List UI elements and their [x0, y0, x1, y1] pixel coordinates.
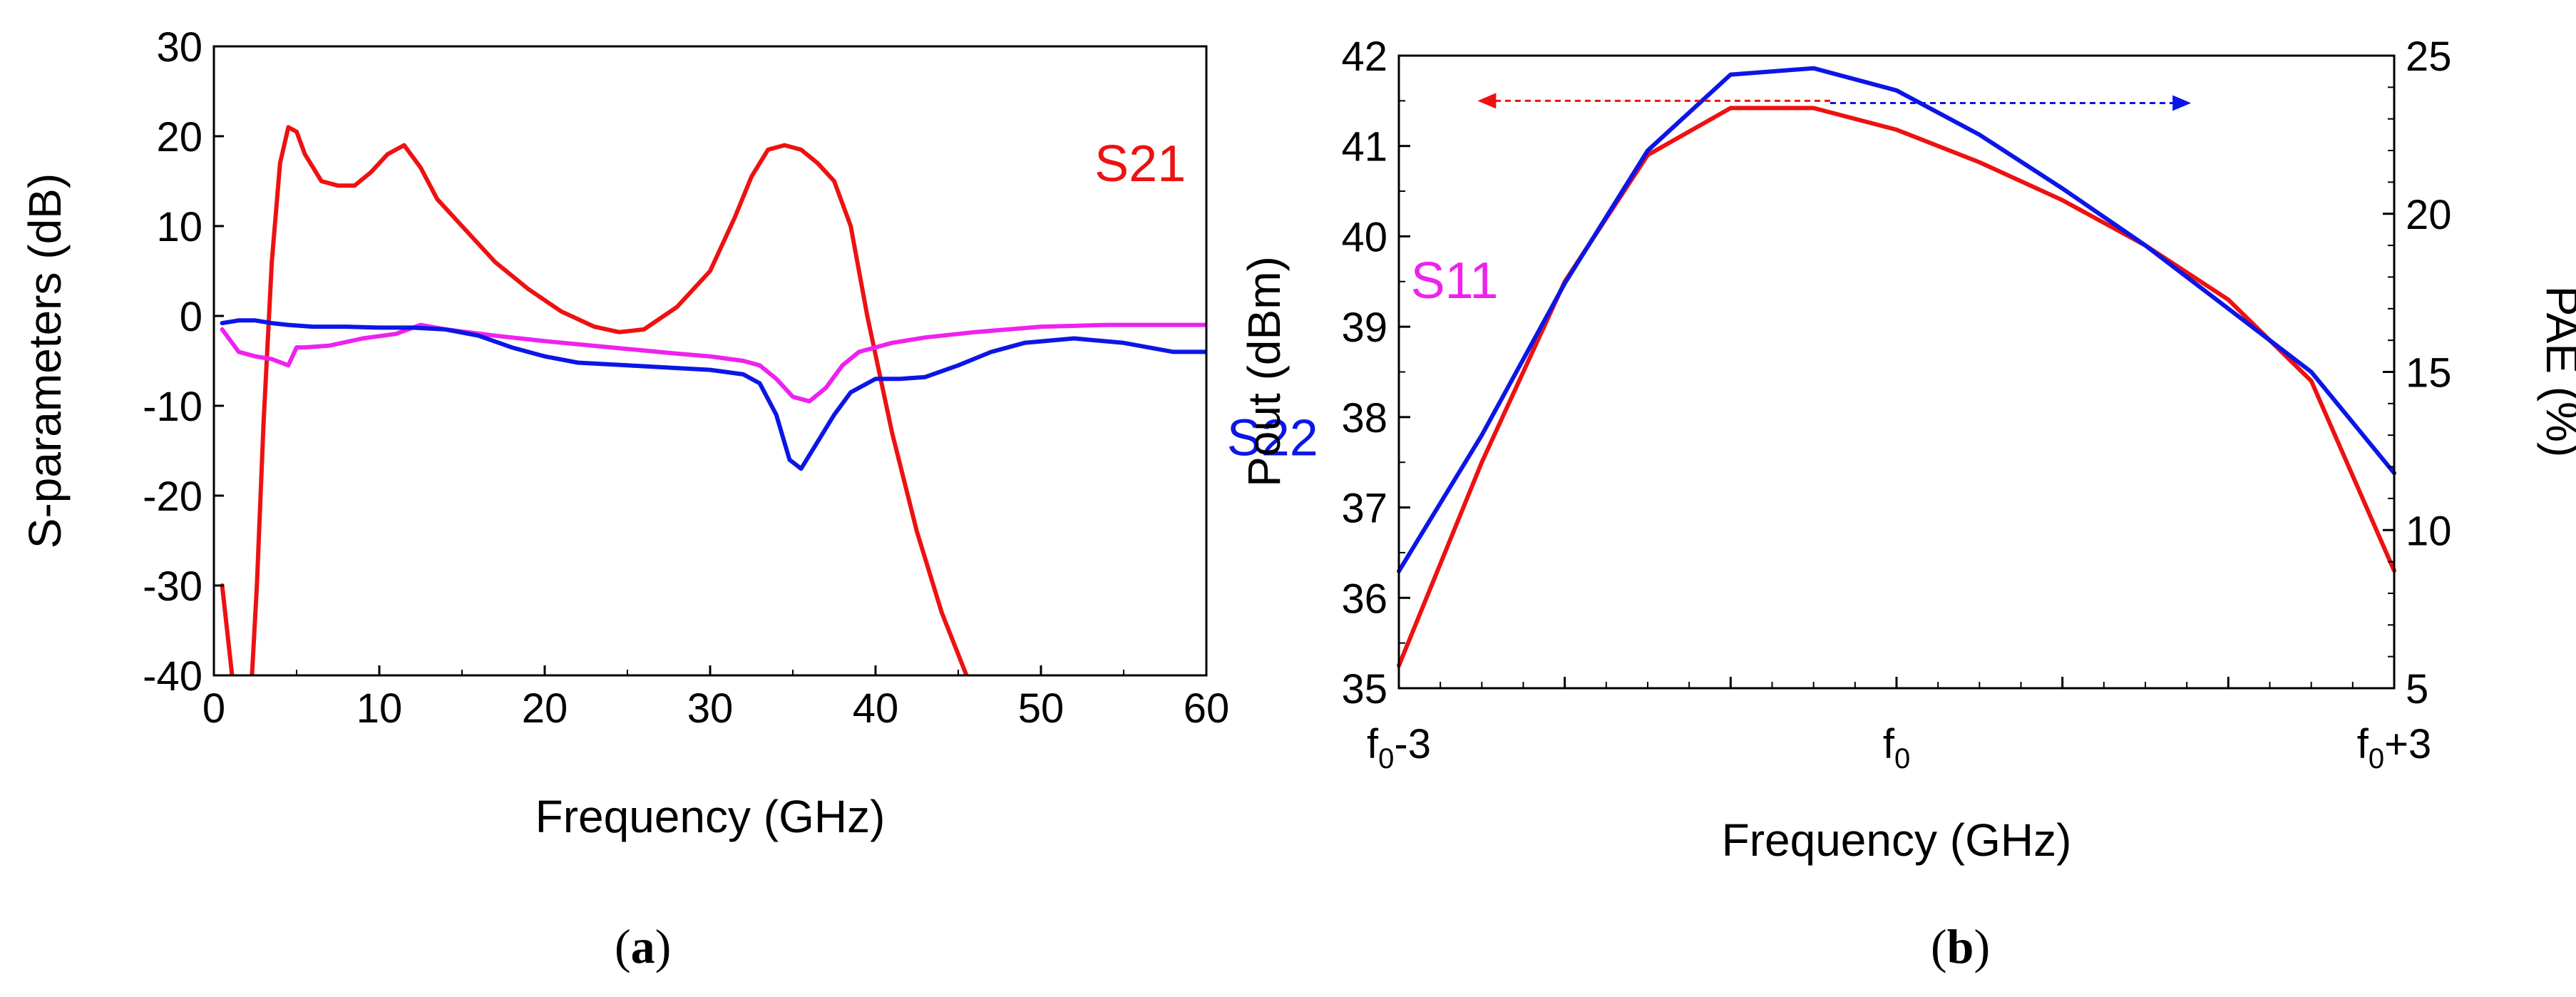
x-tick-label: 50 — [1018, 685, 1064, 732]
chart-a: S21 S11 S22 0 10 20 30 40 50 60 30 20 10 0 -10 -20 -30 -… — [19, 24, 1498, 973]
series-label-s22: S22 — [1227, 409, 1318, 466]
y-tick-label: 37 — [1341, 486, 1387, 532]
x-tick-label: 60 — [1184, 685, 1230, 732]
y-right-tick-label: 20 — [2406, 192, 2452, 238]
series-pae-line — [1397, 66, 2396, 573]
x-tick-label: f0 — [1883, 721, 1910, 774]
y-right-tick-label: 15 — [2406, 350, 2452, 397]
y-tick-label: 40 — [1341, 214, 1387, 260]
y-tick-label: 35 — [1341, 666, 1387, 712]
y-tick-label: -20 — [143, 474, 202, 520]
series-s21-line-2 — [250, 125, 969, 675]
chart-b-y-axis-title: Pout (dBm) — [1238, 256, 1290, 487]
series-s11-line — [220, 322, 1206, 404]
arrow-to-left-axis — [1477, 93, 1830, 109]
chart-b-y-axis-title-right: PAE (%) — [2537, 286, 2576, 458]
x-tick-label: 0 — [202, 685, 225, 732]
x-tick-label: 30 — [687, 685, 734, 732]
x-tick-label: f0+3 — [2357, 721, 2432, 774]
y-tick-label: 39 — [1341, 305, 1387, 351]
chart-a-panel-label: (a) — [615, 919, 671, 973]
x-tick-label: 10 — [356, 685, 403, 732]
arrow-to-right-axis — [1830, 95, 2192, 111]
y-tick-label: -40 — [143, 653, 202, 700]
x-tick-label: 40 — [853, 685, 899, 732]
series-s22-line — [220, 318, 1206, 471]
y-right-tick-label: 5 — [2406, 666, 2428, 712]
chart-b-panel-label: (b) — [1931, 919, 1990, 973]
series-s21-line-1 — [220, 583, 235, 675]
y-tick-label: -10 — [143, 384, 202, 430]
y-right-tick-label: 10 — [2406, 508, 2452, 554]
chart-b: 35 36 37 38 39 40 41 42 5 10 15 20 25 f0-3 f0 f0+3 Freq… — [1238, 34, 2576, 973]
y-tick-label: 0 — [180, 294, 202, 340]
y-tick-label: 41 — [1341, 124, 1387, 170]
y-right-tick-label: 25 — [2406, 34, 2452, 80]
y-tick-label: 10 — [156, 204, 202, 250]
chart-a-x-axis-title: Frequency (GHz) — [535, 791, 886, 842]
y-tick-label: 20 — [156, 114, 202, 160]
x-tick-label: f0-3 — [1367, 721, 1431, 774]
series-label-s21: S21 — [1094, 136, 1186, 193]
y-tick-label: 30 — [156, 24, 202, 71]
chart-a-y-axis-title: S-parameters (dB) — [19, 173, 71, 548]
series-label-s11: S11 — [1411, 252, 1499, 310]
y-tick-label: 42 — [1341, 34, 1387, 80]
y-tick-label: -30 — [143, 563, 202, 610]
x-tick-label: 20 — [522, 685, 568, 732]
chart-b-x-axis-title: Frequency (GHz) — [1722, 814, 2072, 866]
y-tick-label: 38 — [1341, 395, 1387, 441]
y-tick-label: 36 — [1341, 576, 1387, 622]
